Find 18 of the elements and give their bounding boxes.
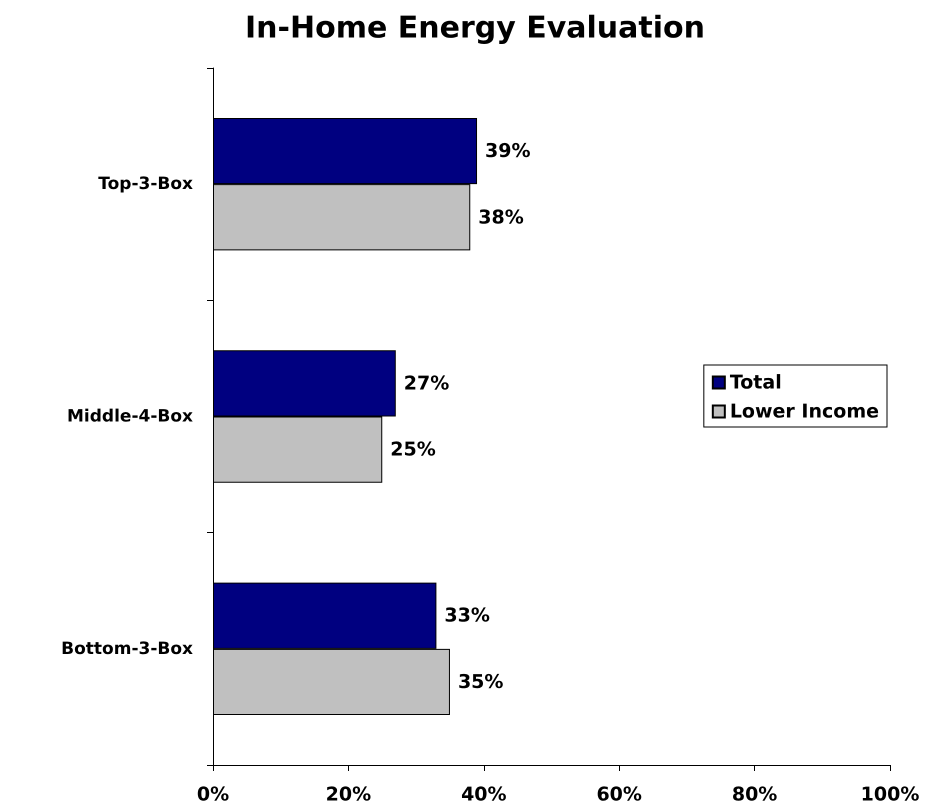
x-tick-label: 80% <box>732 784 778 806</box>
chart-title: In-Home Energy Evaluation <box>245 10 705 46</box>
legend-label: Total <box>730 372 782 394</box>
x-tick-label: 20% <box>326 784 372 806</box>
data-label: 39% <box>485 140 531 162</box>
data-label: 33% <box>444 604 490 627</box>
data-label: 27% <box>404 372 450 394</box>
data-label: 35% <box>458 670 504 693</box>
legend-label: Lower Income <box>730 400 880 422</box>
x-tick-label: 100% <box>860 784 920 806</box>
y-tick-label: Middle-4-Box <box>67 406 194 426</box>
x-tick-label: 0% <box>196 784 230 806</box>
y-tick-label: Bottom-3-Box <box>61 638 194 659</box>
data-label: 25% <box>390 438 436 461</box>
x-tick-label: 60% <box>596 784 642 806</box>
y-tick-label: Top-3-Box <box>98 174 194 194</box>
data-label: 38% <box>478 206 524 228</box>
x-tick-label: 40% <box>461 784 507 806</box>
